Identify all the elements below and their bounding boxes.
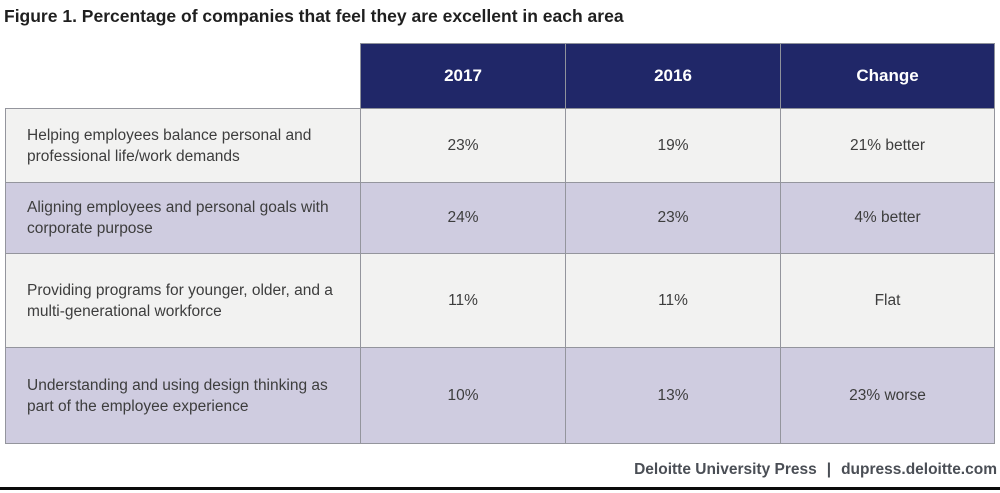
footer: Deloitte University Press | dupress.deloit… [634, 461, 997, 479]
cell-change: 23% worse [780, 347, 995, 444]
cell-2017: 10% [360, 347, 566, 444]
table-row: Aligning employees and personal goals wi… [5, 182, 995, 254]
cell-2016: 13% [565, 347, 781, 444]
table-row: Providing programs for younger, older, a… [5, 253, 995, 348]
footer-url: dupress.deloitte.com [841, 461, 997, 478]
figure-table: 2017 2016 Change Helping employees balan… [5, 43, 995, 444]
cell-2017: 23% [360, 108, 566, 183]
col-header-2017: 2017 [360, 43, 566, 109]
cell-change: 4% better [780, 182, 995, 254]
footer-source: Deloitte University Press [634, 461, 817, 478]
cell-2016: 23% [565, 182, 781, 254]
row-label: Aligning employees and personal goals wi… [5, 182, 361, 254]
figure-title: Figure 1. Percentage of companies that f… [4, 6, 624, 26]
cell-2016: 19% [565, 108, 781, 183]
row-label: Providing programs for younger, older, a… [5, 253, 361, 348]
blank-header-cell [6, 44, 361, 109]
bottom-rule [0, 487, 1000, 490]
cell-2017: 11% [360, 253, 566, 348]
row-label: Helping employees balance personal and p… [5, 108, 361, 183]
header-row: 2017 2016 Change [6, 43, 995, 109]
table-row: Understanding and using design thinking … [5, 347, 995, 444]
col-header-change: Change [780, 43, 995, 109]
table-row: Helping employees balance personal and p… [5, 108, 995, 183]
cell-change: Flat [780, 253, 995, 348]
cell-change: 21% better [780, 108, 995, 183]
cell-2016: 11% [565, 253, 781, 348]
col-header-2016: 2016 [565, 43, 781, 109]
footer-separator: | [826, 461, 832, 478]
row-label: Understanding and using design thinking … [5, 347, 361, 444]
cell-2017: 24% [360, 182, 566, 254]
